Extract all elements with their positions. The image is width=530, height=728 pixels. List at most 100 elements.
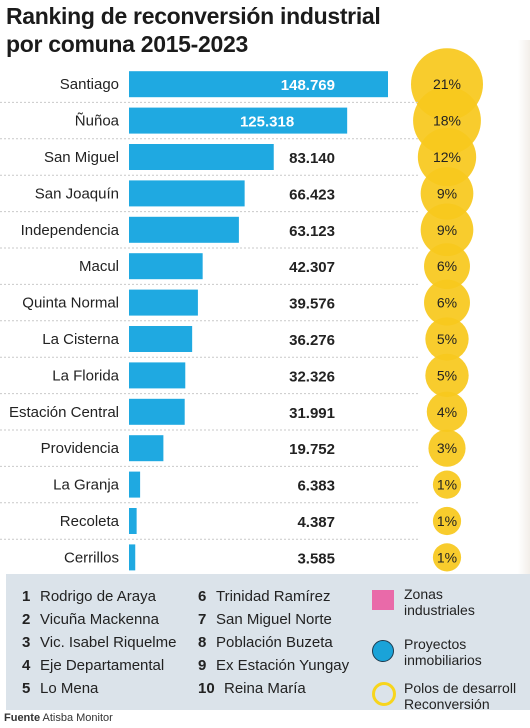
percent-label-quinta-normal: 6% [437,295,457,311]
category-label-independencia: Independencia [21,222,120,239]
map-key-label-2: Proyectos inmobiliarios [404,636,482,668]
share-circle-la-florida [425,353,469,398]
bar-chart: Santiago 148.769 21% Ñuñoa 125.318 18% San Mig… [0,48,483,572]
category-label-recoleta: Recoleta [60,513,120,530]
street-item-3: 3 Vic. Isabel Riquelme [22,634,176,651]
bar-nunoa [129,107,348,134]
value-label-estacion-central: 31.991 [289,405,335,422]
share-circle-recoleta [432,506,462,536]
street-item-6: 6 Trinidad Ramírez [198,588,330,605]
bar-providencia [129,435,164,462]
percent-label-macul: 6% [437,258,457,274]
share-circle-providencia [428,429,466,467]
street-name: Población Buzeta [216,634,333,651]
value-label-la-cisterna: 36.276 [289,332,335,349]
percent-label-nunoa: 18% [433,113,461,129]
bar-cerrillos [129,544,136,571]
category-label-san-miguel: San Miguel [44,149,119,166]
source-label: Fuente [4,712,41,724]
street-name: Vic. Isabel Riquelme [40,634,177,651]
value-label-providencia: 19.752 [289,441,335,458]
street-number: 1 [22,588,31,605]
street-number: 6 [198,588,207,605]
bar-recoleta [129,508,137,534]
bar-estacion-central [129,398,185,425]
percent-label-providencia: 3% [437,440,457,456]
development-pole-swatch-icon [372,682,396,706]
street-name: Vicuña Mackenna [40,611,159,628]
category-label-la-granja: La Granja [53,477,120,494]
category-label-cerrillos: Cerrillos [64,549,119,566]
bar-la-florida [129,362,186,389]
value-label-san-joaquin: 66.423 [289,186,335,203]
share-circle-cerrillos [432,543,462,572]
value-label-santiago: 148.769 [281,77,335,94]
legend-panel: 1 Rodrigo de Araya 2 Vicuña Mackenna 3 Vic. I… [6,574,530,712]
source-note: Fuente Atisba Monitor [4,712,113,724]
background-map-edge [518,40,530,574]
share-circle-estacion-central [426,391,468,433]
percent-label-recoleta: 1% [437,513,457,529]
street-number: 9 [198,657,207,674]
street-item-4: 4 Eje Departamental [22,657,164,674]
share-circle-san-joaquin [420,167,474,220]
street-name: San Miguel Norte [216,611,332,628]
percent-label-san-joaquin: 9% [437,185,457,201]
bar-la-granja [129,471,141,498]
chart-title: Ranking de reconversión industrial por c… [6,2,381,58]
street-number: 3 [22,634,31,651]
share-circle-quinta-normal [424,279,470,326]
value-label-macul: 42.307 [289,259,335,276]
street-name: Ex Estación Yungay [216,657,350,674]
street-item-7: 7 San Miguel Norte [198,611,332,628]
bar-quinta-normal [129,289,198,316]
bar-la-cisterna [129,326,193,352]
map-key-label-3: Polos de desarroll Reconversión [404,680,517,712]
value-label-la-granja: 6.383 [297,478,335,495]
street-number: 10 [198,680,215,697]
industrial-zone-swatch-icon [372,590,394,610]
category-label-macul: Macul [79,258,119,275]
share-circle-independencia [420,203,474,257]
value-label-la-florida: 32.326 [289,368,335,385]
category-label-santiago: Santiago [60,76,119,93]
category-label-nunoa: Ñuñoa [75,113,120,130]
category-label-la-cisterna: La Cisterna [42,331,119,348]
street-item-1: 1 Rodrigo de Araya [22,588,156,605]
category-label-estacion-central: Estación Central [9,404,119,421]
percent-label-la-cisterna: 5% [437,331,457,347]
percent-label-cerrillos: 1% [437,549,457,565]
share-circle-macul [424,243,470,290]
value-label-nunoa: 125.318 [240,114,294,131]
street-name: Trinidad Ramírez [216,588,331,605]
percent-label-estacion-central: 4% [437,404,457,420]
source-text: Atisba Monitor [42,712,113,724]
street-item-10: 10 Reina María [198,680,306,697]
street-name: Rodrigo de Araya [40,588,156,605]
category-label-la-florida: La Florida [52,367,119,384]
bar-santiago [129,71,388,98]
street-name: Eje Departamental [40,657,165,674]
value-label-san-miguel: 83.140 [289,150,335,167]
street-name: Reina María [224,680,306,697]
bar-san-joaquin [129,180,245,207]
percent-label-san-miguel: 12% [433,149,461,165]
bar-independencia [129,216,239,243]
percent-label-la-florida: 5% [437,367,457,383]
street-item-5: 5 Lo Mena [22,680,98,697]
percent-label-santiago: 21% [433,76,461,92]
street-item-8: 8 Población Buzeta [198,634,333,651]
category-label-providencia: Providencia [41,440,120,457]
street-number: 5 [22,680,31,697]
street-item-9: 9 Ex Estación Yungay [198,657,349,674]
map-key-label-1: Zonas industriales [404,586,475,618]
street-item-2: 2 Vicuña Mackenna [22,611,159,628]
value-label-quinta-normal: 39.576 [289,296,335,313]
real-estate-project-swatch-icon [372,640,394,662]
percent-label-independencia: 9% [437,222,457,238]
street-number: 7 [198,611,207,628]
category-label-san-joaquin: San Joaquín [35,185,119,202]
share-circle-la-granja [432,470,462,499]
street-number: 2 [22,611,31,628]
value-label-independencia: 63.123 [289,223,335,240]
